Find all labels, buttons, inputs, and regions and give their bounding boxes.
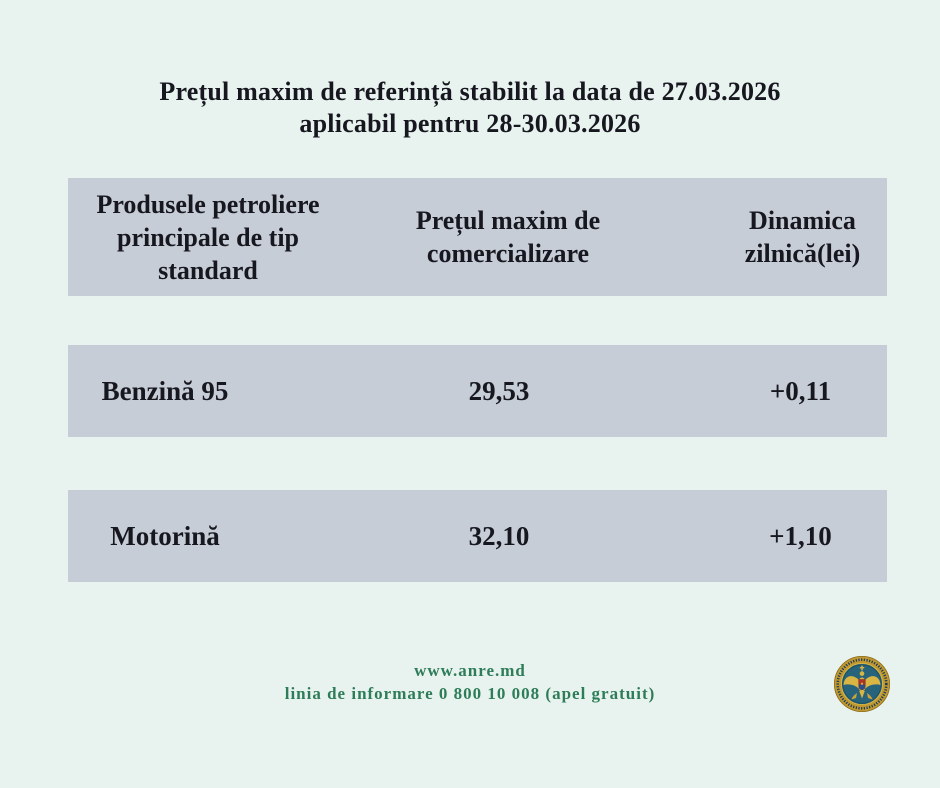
header-cell-daily-dynamic: Dinamica zilnică(lei) [668, 178, 887, 296]
daily-dynamic-value: +1,10 [769, 520, 832, 551]
title-line-2: aplicabil pentru 28-30.03.2026 [299, 109, 641, 138]
page-title: Prețul maxim de referință stabilit la da… [0, 76, 940, 140]
table-row-benzina: Benzină 95 29,53 +0,11 [68, 345, 887, 437]
header-products-label: Produsele petroliere principale de tip s… [96, 189, 320, 285]
cell-product-name: Motorină [68, 490, 348, 582]
product-name: Motorină [110, 520, 220, 551]
header-max-price-label: Prețul maxim de comercializare [415, 206, 601, 268]
cell-daily-dynamic: +1,10 [668, 490, 887, 582]
cell-product-name: Benzină 95 [68, 345, 348, 437]
max-price-value: 32,10 [468, 520, 530, 551]
seal-svg [833, 655, 891, 713]
footer-website: www.anre.md [414, 661, 526, 680]
cell-max-price: 29,53 [348, 345, 668, 437]
header-cell-max-price: Prețul maxim de comercializare [348, 178, 668, 296]
anre-moldova-seal-icon [833, 655, 891, 713]
footer-info-line: linia de informare 0 800 10 008 (apel gr… [284, 684, 656, 703]
cell-max-price: 32,10 [348, 490, 668, 582]
max-price-value: 29,53 [468, 375, 530, 406]
product-name: Benzină 95 [101, 375, 229, 406]
table-header-row: Produsele petroliere principale de tip s… [68, 178, 887, 296]
header-daily-dynamic-label: Dinamica zilnică(lei) [744, 206, 861, 268]
header-cell-products: Produsele petroliere principale de tip s… [68, 178, 348, 296]
table-row-motorina: Motorină 32,10 +1,10 [68, 490, 887, 582]
cell-daily-dynamic: +0,11 [668, 345, 887, 437]
daily-dynamic-value: +0,11 [769, 375, 832, 406]
footer: www.anre.md linia de informare 0 800 10 … [0, 659, 940, 705]
title-line-1: Prețul maxim de referință stabilit la da… [159, 77, 781, 106]
